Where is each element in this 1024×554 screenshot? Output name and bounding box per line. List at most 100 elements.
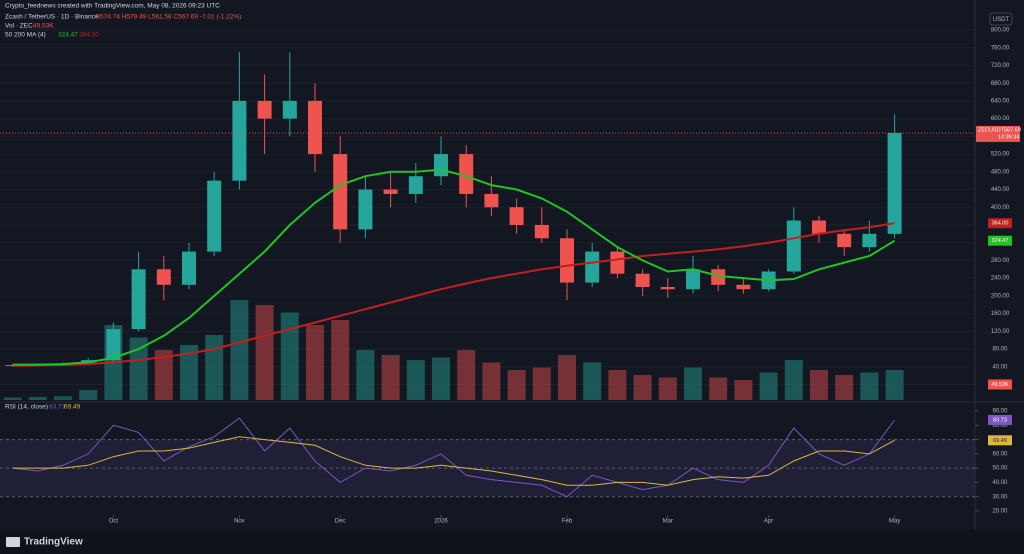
volume-bar xyxy=(532,367,551,400)
footer xyxy=(0,530,1024,554)
volume-badge-bg xyxy=(988,379,1012,390)
volume-bar xyxy=(432,357,450,400)
candle-body xyxy=(786,220,801,272)
rsi-tick-label: 30.00 xyxy=(992,494,1008,500)
rsi-tick-label: 60.00 xyxy=(992,451,1008,457)
rsi-badge-bg xyxy=(988,414,1012,425)
y-tick-label: 200.00 xyxy=(991,293,1010,299)
volume-bar xyxy=(860,372,879,400)
volume-value: 49.53K xyxy=(33,23,54,30)
candle-body xyxy=(182,251,196,285)
volume-bar xyxy=(658,377,677,400)
ohlc-legend: O574.74 H579.49 L561.58 C567.69 -7.01 (-… xyxy=(95,14,241,21)
rsi-line xyxy=(12,417,896,498)
credit: Crypto_feednews created with TradingView… xyxy=(5,3,220,10)
x-tick-label: Oct xyxy=(109,519,119,525)
price-badge xyxy=(976,125,1020,142)
volume-bar xyxy=(784,360,803,400)
candle-body xyxy=(358,189,373,230)
y-tick-label: 720.00 xyxy=(991,63,1010,69)
candle-body xyxy=(862,233,877,248)
symbol-badge: ZECUSDT xyxy=(978,127,1005,133)
price-badge-value: 567.69 xyxy=(1004,127,1021,133)
ma50-value: 324.47 xyxy=(58,32,78,39)
volume-bar xyxy=(633,375,652,400)
volume-bar xyxy=(331,320,350,400)
ma50-badge: 324.47 xyxy=(992,238,1009,244)
y-tick-label: 400.00 xyxy=(991,205,1010,211)
y-tick-label: 160.00 xyxy=(991,311,1010,317)
volume-bar xyxy=(507,370,526,400)
candle-body xyxy=(131,269,146,330)
volume-bar xyxy=(759,372,778,400)
candle-body xyxy=(383,189,398,194)
candle-body xyxy=(635,273,650,288)
rsi-ma-line xyxy=(12,436,895,486)
volume-bar xyxy=(684,367,702,400)
candle-body xyxy=(257,100,272,119)
y-tick-label: 120.00 xyxy=(991,329,1010,335)
y-tick-label: 520.00 xyxy=(991,152,1010,158)
x-tick-label: May xyxy=(889,519,900,525)
volume-bar xyxy=(734,380,753,400)
rsi-tick-label: 20.00 xyxy=(992,509,1008,515)
ma50-line xyxy=(12,168,896,366)
candle-body xyxy=(408,176,423,194)
candle-body xyxy=(812,220,826,234)
volume-bar xyxy=(482,362,501,400)
countdown: 14:36:34 xyxy=(998,134,1019,140)
volume-bar xyxy=(583,362,602,400)
y-tick-label: 440.00 xyxy=(991,187,1010,193)
currency-box[interactable] xyxy=(989,12,1013,26)
volume-bar xyxy=(280,312,299,400)
volume-bar xyxy=(129,337,148,400)
ma200-value: 364.00 xyxy=(79,32,99,39)
x-tick-label: Mar xyxy=(663,519,673,525)
y-tick-label: 280.00 xyxy=(991,258,1010,264)
x-tick-label: Dec xyxy=(335,519,346,525)
rsi-ma-badge-bg xyxy=(988,435,1012,446)
candle-body xyxy=(534,224,549,239)
currency: USDT xyxy=(993,17,1010,23)
rsi-legend: RSI (14, close) xyxy=(5,404,48,411)
x-tick-label: 2026 xyxy=(434,519,448,525)
volume-bar xyxy=(810,370,828,400)
logo: TradingView xyxy=(24,537,83,548)
y-tick-label: 240.00 xyxy=(991,276,1010,282)
ma200-line xyxy=(12,222,895,367)
volume-bar xyxy=(558,355,576,400)
candle-body xyxy=(484,193,499,208)
candle-body xyxy=(509,207,524,225)
volume-bar xyxy=(79,390,98,400)
logo-icon xyxy=(6,537,20,547)
candle-body xyxy=(610,251,625,274)
ma200-badge-bg xyxy=(988,218,1012,229)
y-tick-label: 680.00 xyxy=(991,81,1010,87)
y-tick-label: 480.00 xyxy=(991,169,1010,175)
candle-body xyxy=(282,100,297,119)
y-tick-label: 40.00 xyxy=(992,364,1008,370)
rsi-tick-label: 80.00 xyxy=(992,423,1008,429)
candle-body xyxy=(106,329,121,361)
volume-bar xyxy=(306,325,324,400)
candle-body xyxy=(736,284,751,290)
volume-legend: Vol · ZEC xyxy=(5,23,33,30)
candle-body xyxy=(308,100,322,155)
candle-body xyxy=(434,154,448,177)
candle-body xyxy=(560,238,574,283)
rsi-tick-label: 90.00 xyxy=(992,409,1008,415)
volume-bar xyxy=(54,396,72,400)
volume-bar xyxy=(28,397,47,400)
y-tick-label: 760.00 xyxy=(991,45,1010,51)
rsi-ma-value: 69.49 xyxy=(64,404,81,411)
x-tick-label: Apr xyxy=(764,519,773,525)
chart-title: Zcash / TetherUS · 1D · Binance xyxy=(5,14,99,21)
volume-bar xyxy=(255,305,274,400)
volume-bar xyxy=(457,350,476,400)
rsi-ma-badge: 69.49 xyxy=(993,438,1007,444)
y-tick-label: 800.00 xyxy=(991,28,1010,34)
ma50-badge-bg xyxy=(988,235,1012,246)
rsi-tick-label: 40.00 xyxy=(992,480,1008,486)
x-tick-label: Nov xyxy=(234,519,245,525)
